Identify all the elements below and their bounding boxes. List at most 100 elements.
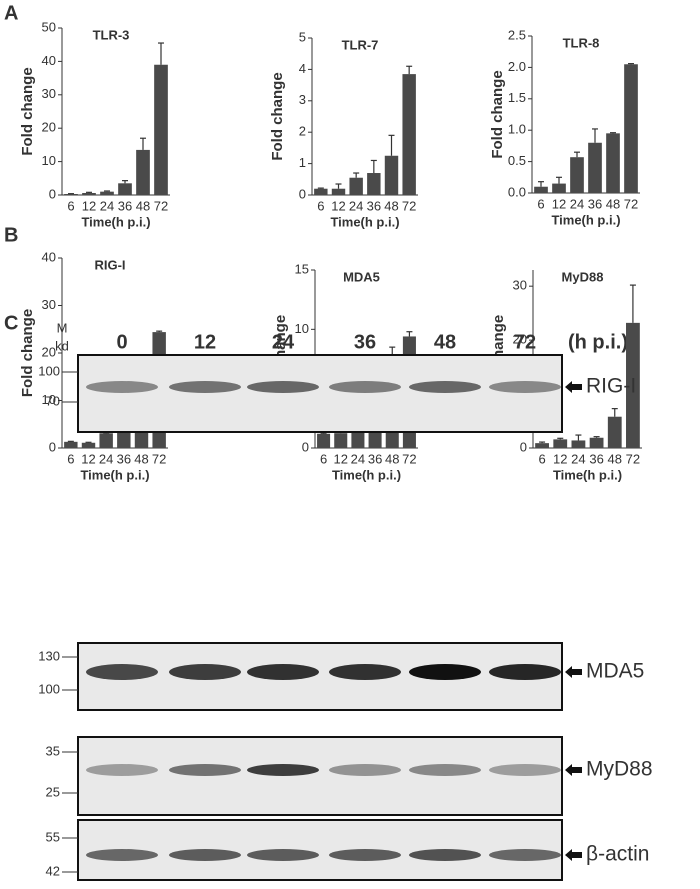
y-tick-label: 10	[42, 153, 56, 168]
y-tick-label: 1.0	[508, 122, 526, 137]
y-tick-label: 20	[42, 344, 56, 359]
band	[489, 381, 561, 393]
y-tick-label: 5	[299, 29, 306, 44]
chart-title: MDA5	[343, 269, 380, 284]
y-tick-label: 10	[42, 392, 56, 407]
bar	[331, 188, 346, 195]
bar	[571, 440, 586, 448]
y-tick-label: 1	[299, 155, 306, 170]
band	[409, 764, 481, 776]
bar	[314, 188, 328, 195]
y-tick-label: 40	[42, 53, 56, 68]
band	[86, 664, 158, 680]
x-tick-label: 12	[552, 196, 566, 211]
arrow	[565, 764, 582, 776]
bar	[589, 437, 604, 448]
x-tick-label: 6	[317, 198, 324, 213]
bar	[99, 433, 113, 448]
bar	[624, 64, 638, 193]
x-tick-label: 72	[624, 196, 638, 211]
lane-label: 36	[354, 331, 376, 353]
chart-title: TLR-8	[563, 35, 600, 50]
bar	[626, 322, 640, 448]
bar	[136, 149, 150, 195]
lane-label: 72	[514, 331, 536, 353]
marker-label: 25	[46, 784, 60, 799]
y-tick-label: 30	[513, 278, 527, 293]
bar	[64, 441, 78, 448]
x-tick-label: 72	[154, 198, 168, 213]
arrow	[565, 666, 582, 678]
lane-label: 12	[194, 331, 216, 353]
blot-box	[77, 819, 563, 881]
bar	[367, 173, 381, 195]
x-axis-label: Time(h p.i.)	[80, 467, 149, 482]
x-axis-label: Time(h p.i.)	[551, 212, 620, 227]
lane-label: 24	[272, 331, 295, 353]
y-axis-label: Fold change	[269, 72, 286, 160]
band	[247, 381, 319, 393]
x-tick-label: 36	[588, 196, 602, 211]
bar	[402, 74, 416, 195]
x-tick-label: 6	[538, 451, 545, 466]
y-tick-label: 40	[42, 249, 56, 264]
panel-label: A	[4, 2, 18, 24]
band	[86, 764, 158, 776]
y-tick-label: 0.0	[508, 184, 526, 199]
y-tick-label: 10	[295, 321, 309, 336]
bar	[607, 416, 622, 448]
y-axis-label: Fold change	[19, 67, 36, 155]
x-axis-label: Time(h p.i.)	[330, 214, 399, 229]
y-tick-label: 0	[49, 439, 56, 454]
band-label: MyD88	[586, 758, 653, 781]
band	[247, 764, 319, 776]
band	[489, 764, 561, 776]
panel-label: C	[4, 312, 18, 334]
bar	[154, 64, 168, 196]
x-tick-label: 24	[100, 198, 114, 213]
x-tick-label: 36	[118, 198, 132, 213]
x-tick-label: 36	[368, 451, 382, 466]
x-tick-label: 12	[334, 451, 348, 466]
chart-title: TLR-3	[93, 27, 130, 42]
band	[86, 381, 158, 393]
band-label: β-actin	[586, 843, 649, 866]
bar	[82, 192, 96, 195]
x-tick-label: 48	[384, 198, 398, 213]
y-tick-label: 50	[42, 19, 56, 34]
y-tick-label: 0	[49, 186, 56, 201]
x-tick-label: 36	[117, 451, 131, 466]
bar	[552, 183, 566, 193]
blot-box	[77, 642, 563, 711]
y-tick-label: 15	[295, 261, 309, 276]
bar	[118, 183, 132, 195]
blot-box	[77, 354, 563, 433]
x-tick-label: 24	[349, 198, 363, 213]
x-tick-label: 24	[571, 451, 585, 466]
x-axis-label: Time(h p.i.)	[553, 467, 622, 482]
x-tick-label: 72	[402, 451, 416, 466]
y-tick-label: 0	[302, 439, 309, 454]
x-tick-label: 12	[553, 451, 567, 466]
chart-title: RIG-I	[94, 257, 125, 272]
y-tick-label: 20	[42, 120, 56, 135]
bar	[588, 142, 602, 193]
x-tick-label: 48	[136, 198, 150, 213]
x-tick-label: 36	[367, 198, 381, 213]
band-label: MDA5	[586, 660, 644, 683]
y-axis-label: Fold change	[19, 309, 36, 397]
x-tick-label: 36	[589, 451, 603, 466]
lane-label: 0	[116, 331, 127, 353]
y-tick-label: 2.5	[508, 27, 526, 42]
marker-label: 70	[46, 393, 60, 408]
band	[409, 381, 481, 393]
y-tick-label: 0	[520, 439, 527, 454]
bar	[64, 193, 78, 195]
x-axis-label: Time(h p.i.)	[81, 214, 150, 229]
y-tick-label: 4	[299, 61, 306, 76]
band	[489, 664, 561, 680]
bar	[570, 157, 584, 193]
marker-label: 42	[46, 863, 60, 878]
blot-box	[77, 736, 563, 816]
